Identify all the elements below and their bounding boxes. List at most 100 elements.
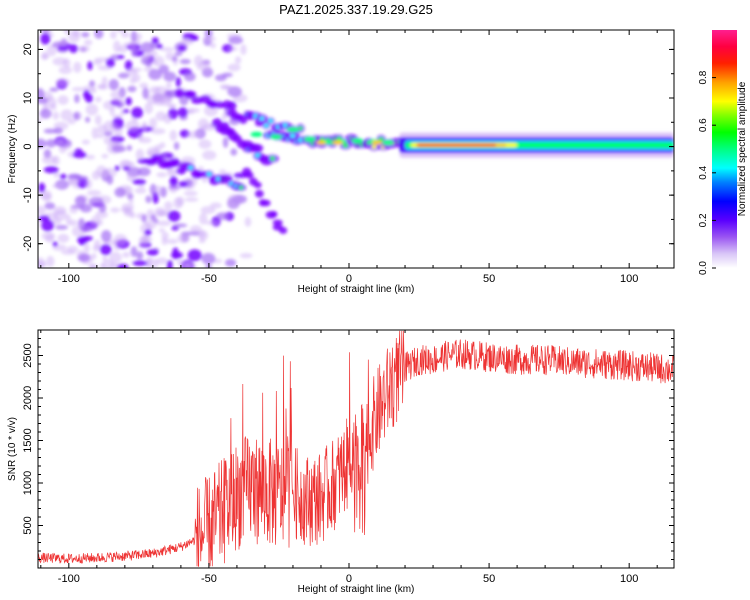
noise-blob bbox=[120, 207, 134, 213]
colorbar-label: Normalized spectral amplitude bbox=[737, 81, 748, 216]
noise-blob bbox=[166, 238, 179, 245]
noise-blob bbox=[102, 167, 117, 178]
noise-blob bbox=[49, 87, 59, 92]
branch-core bbox=[378, 137, 384, 142]
noise-blob bbox=[128, 67, 143, 72]
noise-blob bbox=[200, 206, 216, 215]
branch-core bbox=[188, 165, 193, 170]
branch-blob bbox=[220, 174, 233, 183]
noise-blob bbox=[131, 106, 144, 119]
noise-blob bbox=[201, 252, 216, 265]
noise-blob bbox=[120, 161, 136, 168]
noise-blob bbox=[105, 58, 115, 68]
noise-blob bbox=[154, 185, 163, 196]
branch-blob bbox=[270, 211, 278, 218]
noise-blob bbox=[180, 39, 194, 46]
noise-blob bbox=[103, 136, 112, 145]
noise-blob bbox=[43, 166, 59, 174]
colorbar-tick-label: 0.8 bbox=[698, 70, 709, 84]
noise-blob bbox=[135, 33, 143, 41]
noise-blob bbox=[72, 151, 87, 159]
noise-blob bbox=[153, 55, 165, 67]
noise-blob bbox=[74, 195, 87, 206]
spectrogram-xlabel: Height of straight line (km) bbox=[298, 284, 415, 295]
branch-highlight bbox=[286, 127, 299, 133]
spectrogram-x-tick-label: 100 bbox=[620, 273, 638, 285]
noise-blob bbox=[201, 124, 216, 131]
noise-blob bbox=[96, 219, 103, 226]
noise-blob bbox=[144, 229, 152, 236]
noise-blob bbox=[91, 127, 99, 140]
noise-blob bbox=[164, 201, 173, 211]
noise-blob bbox=[172, 223, 188, 228]
noise-blob bbox=[83, 243, 90, 254]
noise-blob bbox=[159, 95, 172, 107]
noise-blob bbox=[77, 236, 89, 244]
branch-core bbox=[371, 144, 377, 149]
noise-blob bbox=[126, 173, 136, 182]
noise-blob bbox=[40, 33, 51, 45]
noise-blob bbox=[131, 46, 138, 58]
noise-blob bbox=[155, 257, 168, 265]
noise-blob bbox=[182, 33, 195, 39]
noise-blob bbox=[174, 51, 183, 56]
colorbar-tick-label: 0.2 bbox=[698, 213, 709, 227]
branch-blob bbox=[250, 144, 264, 153]
noise-blob bbox=[58, 66, 73, 75]
noise-blob bbox=[173, 197, 183, 209]
noise-blob bbox=[71, 86, 85, 92]
noise-blob bbox=[97, 83, 107, 89]
branch-highlight bbox=[303, 136, 316, 142]
noise-blob bbox=[146, 94, 160, 105]
noise-blob bbox=[85, 93, 93, 104]
colorbar: 0.0 0.2 0.4 0.6 0.8 Normalized spectral ampl… bbox=[698, 30, 748, 275]
colorbar-tick-label: 0.4 bbox=[698, 165, 709, 179]
noise-blob bbox=[111, 114, 123, 119]
noise-blob bbox=[166, 81, 172, 89]
spectrogram-y-tick-label: 20 bbox=[22, 43, 34, 55]
noise-blob bbox=[110, 207, 120, 213]
branch-highlight bbox=[332, 140, 343, 145]
noise-blob bbox=[156, 172, 168, 178]
noise-blob bbox=[81, 31, 90, 38]
noise-blob bbox=[72, 179, 81, 185]
noise-blob bbox=[67, 118, 76, 125]
noise-blob bbox=[154, 86, 169, 97]
noise-blob bbox=[198, 60, 211, 66]
noise-blob bbox=[221, 113, 227, 121]
noise-blob bbox=[83, 39, 93, 46]
noise-blob bbox=[87, 60, 93, 71]
noise-blob bbox=[156, 220, 172, 227]
noise-blob bbox=[209, 202, 222, 209]
noise-blob bbox=[145, 195, 152, 204]
noise-blob bbox=[155, 111, 167, 122]
noise-blob bbox=[106, 175, 114, 185]
noise-blob bbox=[66, 245, 79, 253]
noise-blob bbox=[158, 64, 169, 74]
noise-blob bbox=[159, 47, 175, 52]
noise-blob bbox=[170, 179, 177, 186]
spectrogram-x-tick-label: 50 bbox=[483, 273, 495, 285]
noise-blob bbox=[184, 72, 196, 82]
snr-xlabel: Height of straight line (km) bbox=[298, 584, 415, 595]
branch-blob bbox=[227, 101, 237, 111]
branch-blob bbox=[244, 171, 254, 179]
noise-blob bbox=[228, 46, 238, 52]
noise-blob bbox=[110, 90, 123, 99]
snr-x-tick-label: 50 bbox=[483, 573, 495, 585]
noise-blob bbox=[227, 195, 240, 208]
noise-blob bbox=[177, 233, 190, 244]
noise-blob bbox=[41, 231, 56, 241]
branch-blob bbox=[213, 101, 225, 109]
noise-blob bbox=[149, 117, 158, 129]
noise-blob bbox=[184, 197, 199, 202]
noise-blob bbox=[38, 205, 46, 216]
noise-blob bbox=[50, 103, 57, 111]
noise-blob bbox=[179, 58, 191, 65]
snr-ylabel: SNR (10 * v/v) bbox=[7, 417, 18, 481]
noise-blob bbox=[221, 72, 233, 78]
spectrogram-frame bbox=[37, 29, 675, 269]
noise-blob bbox=[116, 263, 129, 268]
